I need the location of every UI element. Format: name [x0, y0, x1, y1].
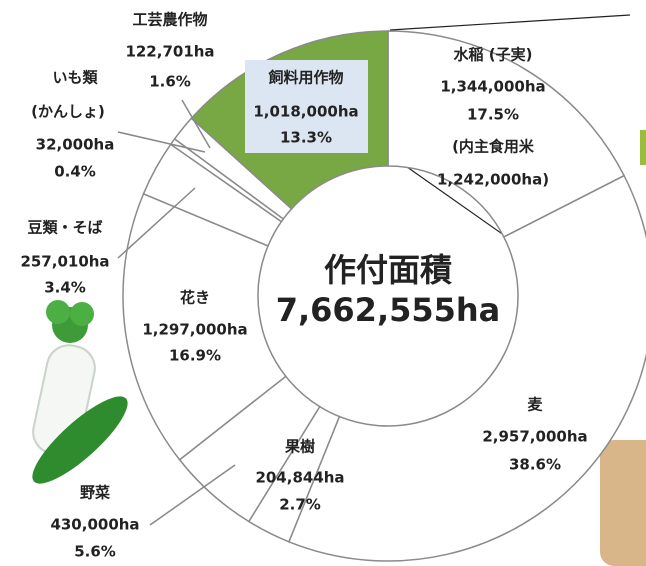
percent-label: 17.5%	[467, 106, 519, 124]
donut-slice	[289, 176, 646, 561]
percent-label: 2.7%	[279, 496, 321, 514]
category-label: 豆類・そば	[27, 219, 102, 237]
percent-label: 38.6%	[509, 456, 561, 474]
category-label: 飼料用作物	[267, 69, 343, 87]
category-label: いも類	[52, 69, 98, 87]
category-label: 花き	[180, 289, 210, 307]
category-label: 果樹	[284, 438, 315, 456]
area-label: 204,844ha	[255, 469, 344, 487]
annotation: (内主食用米	[452, 138, 535, 156]
category-label: 水稲 (子実)	[454, 46, 533, 64]
percent-label: 0.4%	[54, 163, 96, 181]
annotation: 1,242,000ha)	[437, 171, 549, 189]
area-label: 1,344,000ha	[440, 78, 545, 96]
category-label: 麦	[527, 396, 543, 414]
annotation: (かんしょ)	[31, 103, 105, 121]
area-label: 1,297,000ha	[142, 321, 247, 339]
area-label: 32,000ha	[36, 136, 115, 154]
connector-line	[390, 15, 630, 30]
area-label: 2,957,000ha	[482, 428, 587, 446]
percent-label: 3.4%	[44, 279, 86, 297]
area-label: 122,701ha	[125, 43, 214, 61]
area-label: 257,010ha	[20, 253, 109, 271]
area-label: 430,000ha	[50, 516, 139, 534]
chart: 作付面積 7,662,555ha 水稲 (子実) 1,344,000ha 17.5%…	[0, 0, 646, 566]
center-value: 7,662,555ha	[276, 291, 501, 329]
category-label: 工芸農作物	[132, 11, 207, 29]
area-label: 1,018,000ha	[253, 103, 358, 121]
percent-label: 5.6%	[74, 543, 116, 561]
center-title: 作付面積	[324, 251, 452, 289]
percent-label: 13.3%	[280, 129, 332, 147]
category-label: 野菜	[80, 484, 110, 502]
percent-label: 16.9%	[169, 347, 221, 365]
percent-label: 1.6%	[149, 73, 191, 91]
